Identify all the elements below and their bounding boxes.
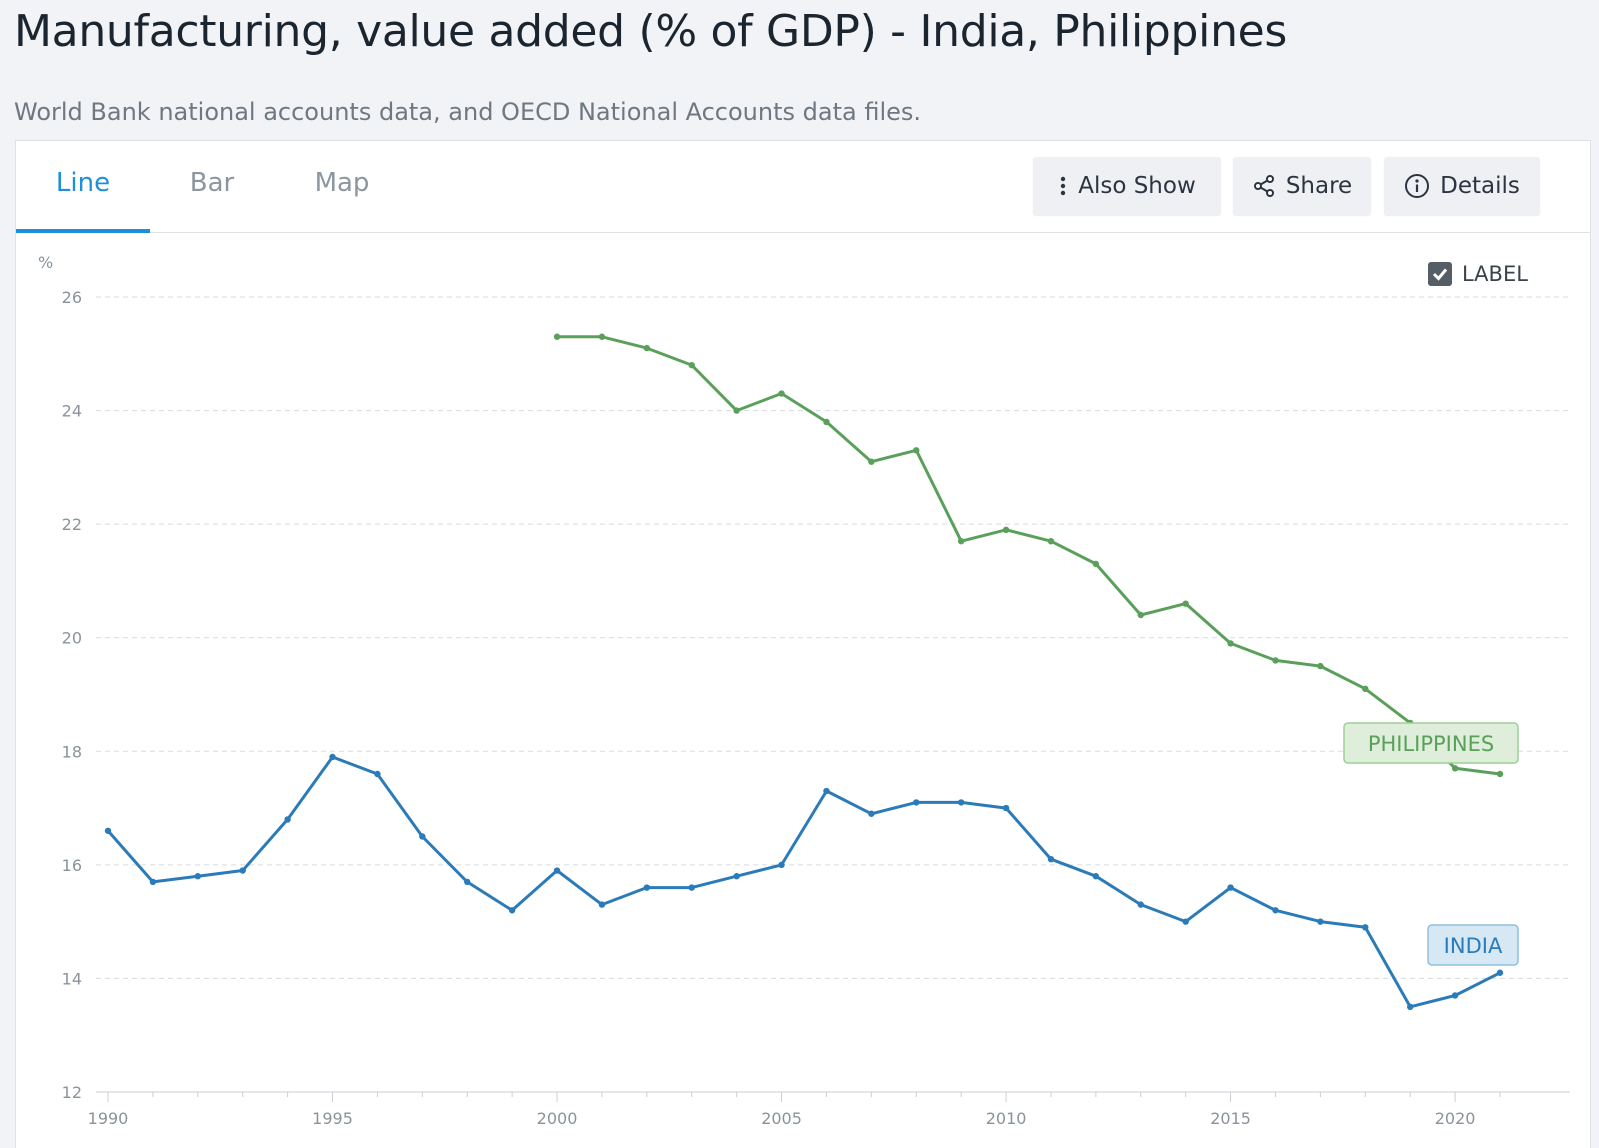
share-icon [1252,174,1276,198]
philippines-data-point [823,418,830,426]
x-tick-label: 2015 [1210,1109,1251,1128]
tab-bar-chart[interactable]: Bar [189,168,235,198]
india-data-point [1227,884,1234,891]
philippines-label-box [1343,722,1519,764]
philippines-data-point [778,390,785,397]
x-tick-label: 2010 [986,1109,1027,1128]
philippines-data-point [1182,600,1189,607]
india-data-point [1362,924,1369,931]
label-toggle[interactable]: LABEL [1428,262,1528,286]
page-subtitle: World Bank national accounts data, and O… [14,98,922,126]
india-data-point [104,827,112,834]
philippines-data-point [733,407,740,414]
philippines-data-point [688,361,695,369]
y-tick-label: 14 [62,969,82,988]
india-data-point [1182,918,1189,925]
share-label: Share [1285,173,1353,199]
india-data-point [1451,992,1459,999]
india-data-point [149,878,157,886]
india-data-point [1047,855,1055,863]
x-tick-label: 2005 [761,1109,802,1128]
india-data-point [419,833,426,840]
philippines-data-point [1317,662,1324,670]
tab-map[interactable]: Map [314,168,370,198]
info-icon [1404,173,1430,199]
y-axis-unit-label: % [38,253,53,272]
india-data-point [374,770,381,778]
india-data-point [913,799,920,806]
philippines-data-point [1227,640,1234,647]
also-show-button[interactable]: Also Show [1033,157,1221,215]
y-tick-label: 12 [62,1083,82,1102]
philippines-data-point [598,333,606,340]
y-tick-label: 22 [62,515,82,534]
philippines-data-point [1496,770,1504,778]
x-tick-label: 2000 [537,1109,578,1128]
chart-panel: Line Bar Map Also Show Share [15,140,1591,1148]
india-data-point [1137,901,1144,908]
india-data-point [464,878,471,886]
india-data-point [329,753,336,761]
india-data-point [643,884,651,891]
y-tick-label: 20 [62,629,82,648]
philippines-data-point [913,447,920,454]
page-title: Manufacturing, value added (% of GDP) - … [14,6,1288,57]
label-checkbox[interactable] [1428,262,1452,286]
india-data-point [957,799,965,806]
checkmark-icon [1432,268,1448,281]
share-button[interactable]: Share [1233,157,1371,215]
also-show-label: Also Show [1078,173,1196,199]
india-data-point [553,867,561,874]
philippines-data-point [643,344,651,352]
india-data-point [688,884,695,891]
y-tick-label: 24 [62,402,82,421]
y-tick-label: 16 [62,856,82,875]
india-data-point [1002,804,1010,812]
india-data-point [1092,873,1100,880]
india-data-point [1272,907,1279,914]
philippines-data-point [1272,657,1279,664]
india-data-point [598,901,606,908]
philippines-data-point [1362,685,1369,693]
tab-line[interactable]: Line [16,141,150,233]
india-data-point [823,787,830,795]
y-tick-label: 18 [62,742,82,761]
philippines-data-point [1002,526,1010,534]
y-tick-label: 26 [62,288,82,307]
india-data-point [194,873,202,880]
philippines-data-point [1047,537,1055,545]
philippines-data-point [1451,765,1459,772]
india-data-point [1496,969,1504,976]
india-data-point [778,861,785,869]
label-toggle-text: LABEL [1462,262,1528,286]
vertical-dots-icon [1058,175,1068,197]
details-button[interactable]: Details [1384,157,1540,215]
india-data-point [284,816,291,823]
india-series-label: INDIA [1444,934,1503,958]
philippines-data-point [1092,560,1100,568]
philippines-data-point [868,458,875,465]
india-data-point [508,907,516,914]
philippines-data-point [553,333,561,340]
details-label: Details [1440,173,1520,199]
x-tick-label: 1995 [312,1109,353,1128]
tab-bar: Line Bar Map Also Show Share [16,141,1590,233]
philippines-series-line [557,335,1501,776]
philippines-data-point [1137,611,1144,619]
x-tick-label: 2020 [1435,1109,1476,1128]
philippines-series-label: PHILIPPINES [1368,732,1494,756]
x-tick-label: 1990 [88,1109,129,1128]
india-data-point [868,810,875,817]
india-data-point [239,867,246,874]
india-label-box [1427,924,1519,966]
philippines-data-point [957,537,965,545]
india-data-point [1317,918,1324,925]
india-data-point [1406,1003,1414,1011]
india-series-line [106,755,1501,1009]
india-data-point [733,873,740,880]
